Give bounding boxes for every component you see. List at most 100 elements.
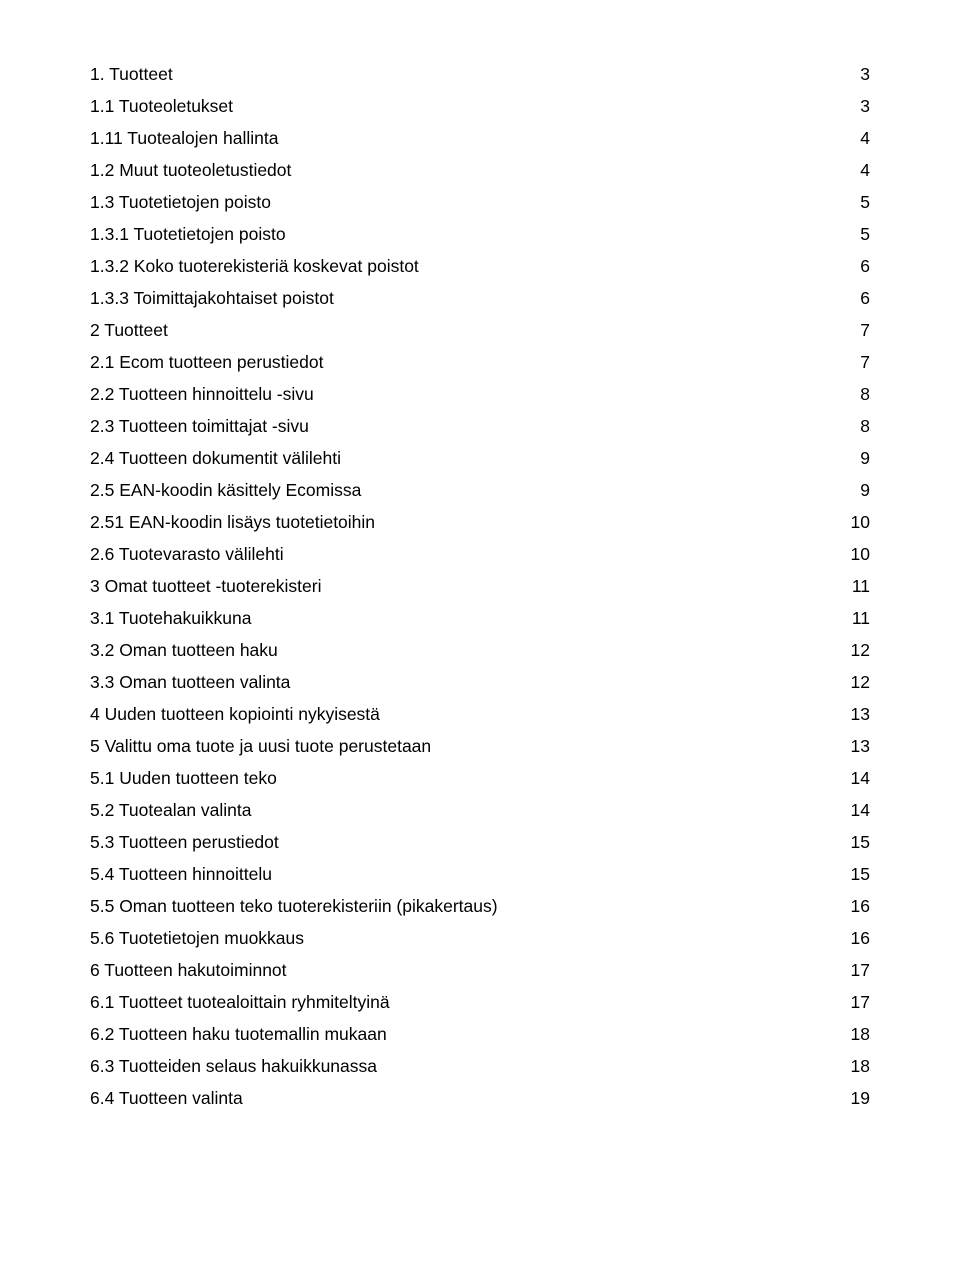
toc-entry-page-number: 9 bbox=[860, 444, 870, 472]
toc-entry: 5.3 Tuotteen perustiedot 15 bbox=[90, 828, 870, 856]
toc-entry-title: 2 Tuotteet bbox=[90, 316, 168, 344]
toc-entry-page-number: 18 bbox=[851, 1052, 870, 1080]
toc-entry-page-number: 14 bbox=[851, 764, 870, 792]
toc-entry-title: 1.3.2 Koko tuoterekisteriä koskevat pois… bbox=[90, 252, 419, 280]
toc-entry: 2.51 EAN-koodin lisäys tuotetietoihin 10 bbox=[90, 508, 870, 536]
toc-entry-page-number: 13 bbox=[851, 732, 870, 760]
toc-entry: 6.3 Tuotteiden selaus hakuikkunassa 18 bbox=[90, 1052, 870, 1080]
toc-entry-title: 1.3.1 Tuotetietojen poisto bbox=[90, 220, 286, 248]
toc-entry-title: 1. Tuotteet bbox=[90, 60, 173, 88]
toc-entry-title: 2.6 Tuotevarasto välilehti bbox=[90, 540, 284, 568]
toc-entry-title: 2.51 EAN-koodin lisäys tuotetietoihin bbox=[90, 508, 375, 536]
toc-entry-page-number: 18 bbox=[851, 1020, 870, 1048]
toc-entry: 6.2 Tuotteen haku tuotemallin mukaan 18 bbox=[90, 1020, 870, 1048]
toc-entry: 2 Tuotteet 7 bbox=[90, 316, 870, 344]
toc-entry: 4 Uuden tuotteen kopiointi nykyisestä 13 bbox=[90, 700, 870, 728]
toc-entry-page-number: 7 bbox=[860, 316, 870, 344]
toc-entry: 1.1 Tuoteoletukset 3 bbox=[90, 92, 870, 120]
toc-entry: 5.6 Tuotetietojen muokkaus 16 bbox=[90, 924, 870, 952]
toc-entry-title: 1.1 Tuoteoletukset bbox=[90, 92, 233, 120]
toc-entry-title: 1.2 Muut tuoteoletustiedot bbox=[90, 156, 291, 184]
toc-entry-page-number: 10 bbox=[851, 540, 870, 568]
toc-entry-page-number: 8 bbox=[860, 380, 870, 408]
toc-entry-page-number: 5 bbox=[860, 220, 870, 248]
toc-entry-page-number: 4 bbox=[860, 156, 870, 184]
toc-entry-title: 5.5 Oman tuotteen teko tuoterekisteriin … bbox=[90, 892, 498, 920]
toc-entry: 1.2 Muut tuoteoletustiedot 4 bbox=[90, 156, 870, 184]
toc-entry-title: 2.2 Tuotteen hinnoittelu -sivu bbox=[90, 380, 314, 408]
toc-entry-page-number: 11 bbox=[852, 572, 870, 600]
toc-entry-title: 1.11 Tuotealojen hallinta bbox=[90, 124, 278, 152]
document-page: 1. Tuotteet 3 1.1 Tuoteoletukset 3 1.11 Tuot… bbox=[0, 0, 960, 1276]
toc-entry: 1.3 Tuotetietojen poisto 5 bbox=[90, 188, 870, 216]
toc-entry-page-number: 8 bbox=[860, 412, 870, 440]
toc-entry-page-number: 19 bbox=[851, 1084, 870, 1112]
toc-entry-page-number: 6 bbox=[860, 252, 870, 280]
toc-entry-page-number: 15 bbox=[851, 828, 870, 856]
toc-entry-title: 1.3.3 Toimittajakohtaiset poistot bbox=[90, 284, 334, 312]
toc-entry-title: 6.2 Tuotteen haku tuotemallin mukaan bbox=[90, 1020, 387, 1048]
toc-entry-page-number: 17 bbox=[851, 988, 870, 1016]
toc-entry-title: 6.3 Tuotteiden selaus hakuikkunassa bbox=[90, 1052, 377, 1080]
toc-entry: 3.1 Tuotehakuikkuna 11 bbox=[90, 604, 870, 632]
toc-entry-page-number: 6 bbox=[860, 284, 870, 312]
toc-entry-page-number: 17 bbox=[851, 956, 870, 984]
toc-entry-page-number: 3 bbox=[860, 60, 870, 88]
toc-entry: 1.3.1 Tuotetietojen poisto 5 bbox=[90, 220, 870, 248]
toc-entry-page-number: 10 bbox=[851, 508, 870, 536]
toc-entry-page-number: 7 bbox=[860, 348, 870, 376]
toc-entry: 2.1 Ecom tuotteen perustiedot 7 bbox=[90, 348, 870, 376]
toc-entry: 1.3.2 Koko tuoterekisteriä koskevat pois… bbox=[90, 252, 870, 280]
toc-entry-title: 6 Tuotteen hakutoiminnot bbox=[90, 956, 287, 984]
toc-entry-page-number: 11 bbox=[852, 604, 870, 632]
toc-entry: 2.3 Tuotteen toimittajat -sivu 8 bbox=[90, 412, 870, 440]
toc-entry-page-number: 14 bbox=[851, 796, 870, 824]
toc-entry-page-number: 12 bbox=[851, 668, 870, 696]
toc-entry-title: 6.4 Tuotteen valinta bbox=[90, 1084, 243, 1112]
toc-entry-title: 5.2 Tuotealan valinta bbox=[90, 796, 252, 824]
toc-entry-title: 5 Valittu oma tuote ja uusi tuote perust… bbox=[90, 732, 431, 760]
toc-entry-title: 3.3 Oman tuotteen valinta bbox=[90, 668, 290, 696]
toc-entry-title: 3.1 Tuotehakuikkuna bbox=[90, 604, 252, 632]
toc-entry-title: 3 Omat tuotteet -tuoterekisteri bbox=[90, 572, 322, 600]
toc-entry-page-number: 9 bbox=[860, 476, 870, 504]
toc-entry-title: 2.3 Tuotteen toimittajat -sivu bbox=[90, 412, 309, 440]
toc-entry-page-number: 5 bbox=[860, 188, 870, 216]
toc-entry-page-number: 16 bbox=[851, 892, 870, 920]
toc-entry: 1. Tuotteet 3 bbox=[90, 60, 870, 88]
toc-entry: 5 Valittu oma tuote ja uusi tuote perust… bbox=[90, 732, 870, 760]
toc-entry-page-number: 4 bbox=[860, 124, 870, 152]
toc-entry: 3 Omat tuotteet -tuoterekisteri 11 bbox=[90, 572, 870, 600]
toc-entry-title: 5.4 Tuotteen hinnoittelu bbox=[90, 860, 272, 888]
toc-entry-title: 2.1 Ecom tuotteen perustiedot bbox=[90, 348, 323, 376]
toc-entry: 2.4 Tuotteen dokumentit välilehti9 bbox=[90, 444, 870, 472]
toc-entry: 6 Tuotteen hakutoiminnot 17 bbox=[90, 956, 870, 984]
toc-entry: 2.2 Tuotteen hinnoittelu -sivu 8 bbox=[90, 380, 870, 408]
toc-entry-page-number: 15 bbox=[851, 860, 870, 888]
toc-entry-page-number: 3 bbox=[860, 92, 870, 120]
toc-entry-title: 6.1 Tuotteet tuotealoittain ryhmiteltyin… bbox=[90, 988, 390, 1016]
toc-entry: 5.1 Uuden tuotteen teko 14 bbox=[90, 764, 870, 792]
toc-entry: 6.1 Tuotteet tuotealoittain ryhmiteltyin… bbox=[90, 988, 870, 1016]
toc-entry-title: 5.6 Tuotetietojen muokkaus bbox=[90, 924, 304, 952]
toc-entry-title: 5.3 Tuotteen perustiedot bbox=[90, 828, 279, 856]
toc-entry: 3.2 Oman tuotteen haku 12 bbox=[90, 636, 870, 664]
toc-entry-title: 2.5 EAN-koodin käsittely Ecomissa bbox=[90, 476, 361, 504]
toc-entry: 6.4 Tuotteen valinta 19 bbox=[90, 1084, 870, 1112]
toc-entry: 5.2 Tuotealan valinta 14 bbox=[90, 796, 870, 824]
table-of-contents: 1. Tuotteet 3 1.1 Tuoteoletukset 3 1.11 Tuot… bbox=[90, 60, 870, 1112]
toc-entry: 2.6 Tuotevarasto välilehti 10 bbox=[90, 540, 870, 568]
toc-entry-page-number: 16 bbox=[851, 924, 870, 952]
toc-entry: 1.11 Tuotealojen hallinta 4 bbox=[90, 124, 870, 152]
toc-entry: 1.3.3 Toimittajakohtaiset poistot 6 bbox=[90, 284, 870, 312]
toc-entry: 2.5 EAN-koodin käsittely Ecomissa 9 bbox=[90, 476, 870, 504]
toc-entry-title: 5.1 Uuden tuotteen teko bbox=[90, 764, 277, 792]
toc-entry-page-number: 12 bbox=[851, 636, 870, 664]
toc-entry-title: 3.2 Oman tuotteen haku bbox=[90, 636, 278, 664]
toc-entry: 5.5 Oman tuotteen teko tuoterekisteriin … bbox=[90, 892, 870, 920]
toc-entry-title: 4 Uuden tuotteen kopiointi nykyisestä bbox=[90, 700, 380, 728]
toc-entry: 5.4 Tuotteen hinnoittelu 15 bbox=[90, 860, 870, 888]
toc-entry-page-number: 13 bbox=[851, 700, 870, 728]
toc-entry: 3.3 Oman tuotteen valinta 12 bbox=[90, 668, 870, 696]
toc-entry-title: 1.3 Tuotetietojen poisto bbox=[90, 188, 271, 216]
